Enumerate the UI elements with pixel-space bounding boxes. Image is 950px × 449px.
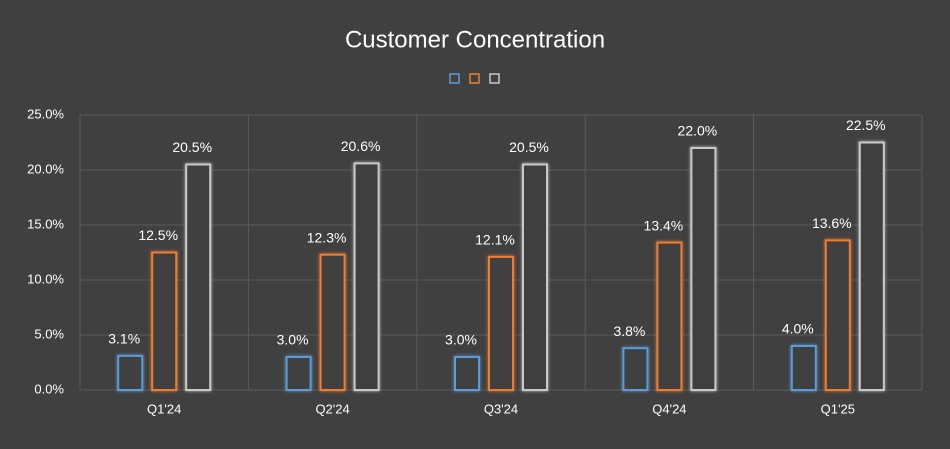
bar — [488, 255, 514, 391]
bar — [790, 345, 817, 391]
x-tick-label: Q1'24 — [147, 401, 181, 416]
data-label: 13.6% — [812, 215, 852, 231]
data-label: 12.1% — [475, 232, 515, 248]
bar — [690, 147, 717, 391]
data-label: 3.0% — [277, 332, 309, 348]
y-tick-label: 5.0% — [34, 326, 64, 341]
x-tick-label: Q1'25 — [821, 401, 855, 416]
bar — [622, 347, 649, 392]
data-label: 3.0% — [445, 332, 477, 348]
bar — [151, 251, 178, 391]
legend-swatch — [489, 73, 500, 84]
x-tick-label: Q3'24 — [484, 401, 518, 416]
y-tick-label: 0.0% — [34, 381, 64, 396]
y-tick-label: 20.0% — [27, 161, 64, 176]
bar — [185, 163, 212, 391]
bar — [824, 239, 851, 391]
bar — [522, 163, 548, 391]
bar — [656, 241, 683, 391]
data-label: 12.5% — [138, 227, 178, 243]
data-label: 22.0% — [678, 123, 718, 139]
x-tick-label: Q2'24 — [315, 401, 349, 416]
bar — [353, 162, 380, 391]
data-label: 20.5% — [509, 139, 549, 155]
data-label: 4.0% — [782, 321, 814, 337]
legend-swatch — [469, 73, 480, 84]
legend-swatch — [449, 73, 460, 84]
data-label: 20.5% — [172, 139, 212, 155]
data-label: 3.8% — [613, 323, 645, 339]
bar — [117, 354, 144, 391]
data-label: 20.6% — [341, 138, 381, 154]
y-tick-label: 15.0% — [27, 216, 64, 231]
bar — [858, 141, 885, 391]
data-label: 13.4% — [644, 217, 684, 233]
data-label: 22.5% — [846, 117, 886, 133]
bar — [285, 356, 312, 391]
y-tick-label: 10.0% — [27, 271, 64, 286]
data-label: 3.1% — [108, 331, 140, 347]
bar — [454, 356, 480, 391]
data-label: 12.3% — [307, 229, 347, 245]
chart-title: Customer Concentration — [345, 26, 605, 53]
y-tick-label: 25.0% — [27, 106, 64, 121]
bar — [319, 253, 346, 391]
x-tick-label: Q4'24 — [652, 401, 686, 416]
